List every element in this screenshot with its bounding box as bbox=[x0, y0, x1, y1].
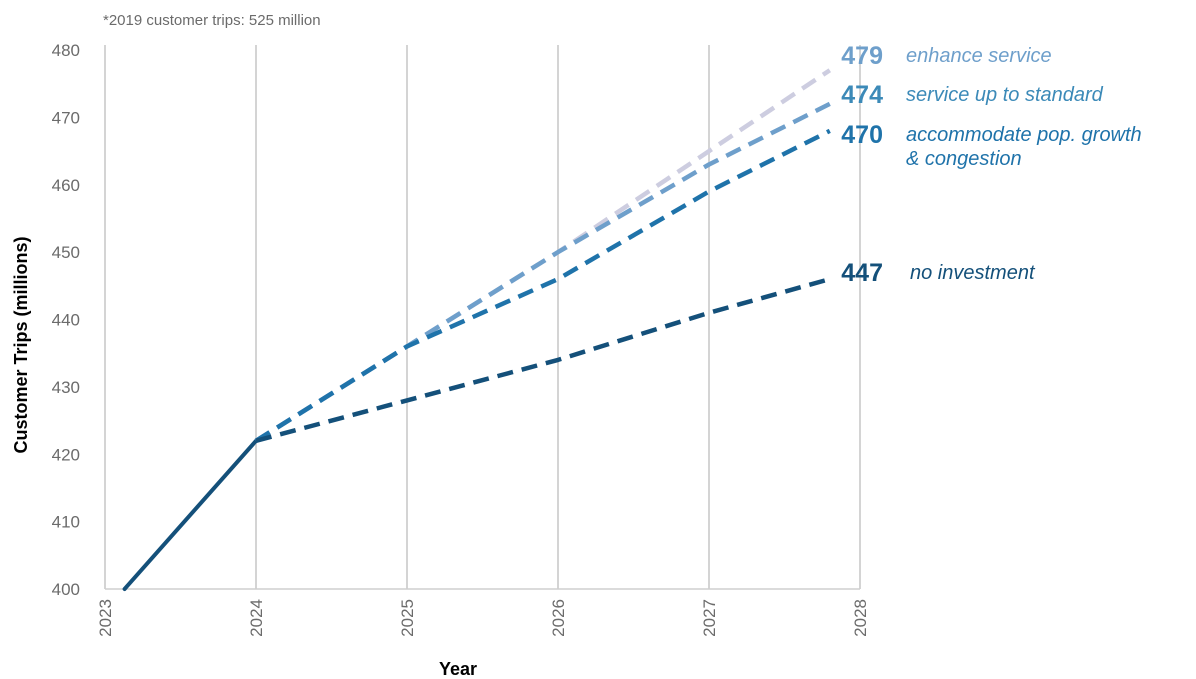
end-value-label: 474 bbox=[841, 81, 883, 109]
x-tick-label: 2027 bbox=[700, 599, 719, 637]
end-value-label: 470 bbox=[841, 121, 883, 149]
footnote-2019-trips: *2019 customer trips: 525 million bbox=[103, 12, 321, 29]
y-tick-label: 460 bbox=[52, 176, 80, 195]
y-tick-label: 470 bbox=[52, 108, 80, 127]
x-axis-title: Year bbox=[439, 659, 477, 679]
y-tick-label: 450 bbox=[52, 243, 80, 262]
series-lines bbox=[122, 68, 832, 591]
series-line-2 bbox=[254, 101, 831, 443]
series-line-4 bbox=[255, 276, 831, 443]
end-value-label: 447 bbox=[841, 259, 883, 287]
y-axis-ticks: 400 410 420 430 440 450 460 470 480 bbox=[52, 41, 80, 599]
y-axis-title: Customer Trips (millions) bbox=[11, 236, 31, 453]
y-tick-label: 480 bbox=[52, 41, 80, 60]
historical-line bbox=[122, 438, 258, 591]
scenario-label: accommodate pop. growth bbox=[906, 124, 1142, 146]
scenario-label: & congestion bbox=[906, 148, 1022, 170]
y-tick-label: 420 bbox=[52, 445, 80, 464]
series-line-3 bbox=[254, 128, 831, 443]
x-tick-label: 2028 bbox=[851, 599, 870, 637]
x-tick-label: 2023 bbox=[96, 599, 115, 637]
x-axis-ticks: 2023 2024 2025 2026 2027 2028 bbox=[96, 599, 870, 637]
y-tick-label: 430 bbox=[52, 378, 80, 397]
end-value-label: 479 bbox=[841, 42, 883, 70]
x-tick-label: 2026 bbox=[549, 599, 568, 637]
scenario-label: service up to standard bbox=[906, 84, 1104, 106]
x-tick-label: 2024 bbox=[247, 599, 266, 637]
scenario-label: no investment bbox=[910, 262, 1036, 284]
scenario-label: enhance service bbox=[906, 45, 1052, 67]
y-tick-label: 400 bbox=[52, 580, 80, 599]
y-tick-label: 410 bbox=[52, 513, 80, 532]
vertical-gridlines bbox=[104, 45, 861, 589]
series-end-labels: 479 enhance service 474 service up to stand… bbox=[841, 42, 1141, 287]
x-tick-label: 2025 bbox=[398, 599, 417, 637]
y-tick-label: 440 bbox=[52, 311, 80, 330]
